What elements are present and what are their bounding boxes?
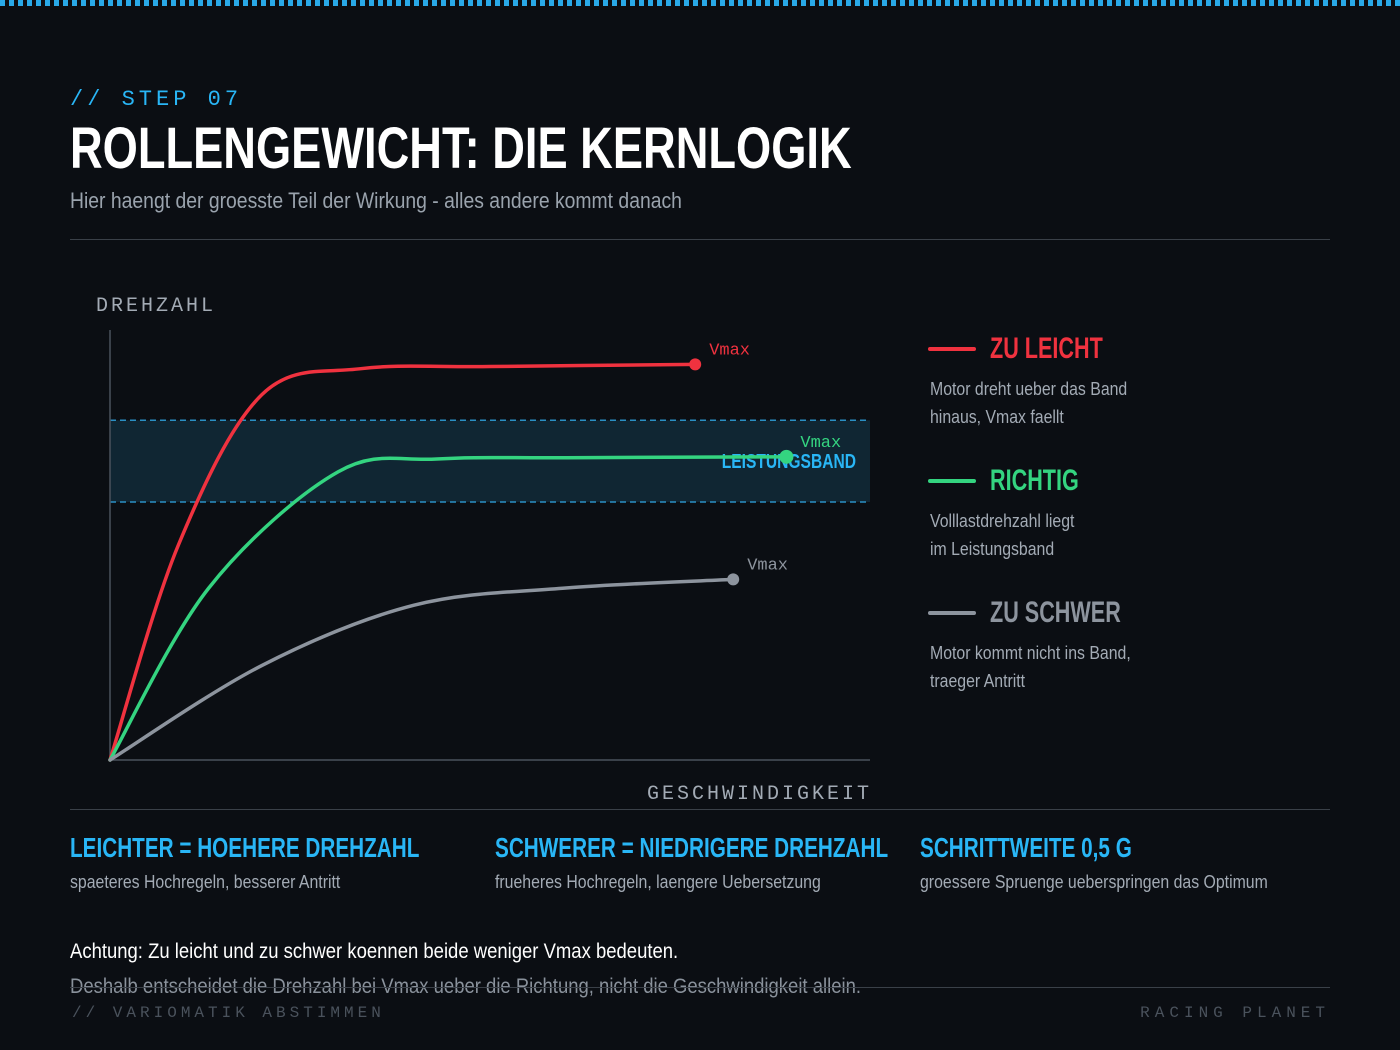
- divider-bottom: [70, 987, 1330, 988]
- rule-title: SCHRITTWEITE 0,5 G: [920, 832, 1132, 863]
- top-dashed-bar: [0, 0, 1400, 6]
- vmax-label: Vmax: [747, 556, 788, 575]
- legend-description: Motor dreht ueber das Band hinaus, Vmax f…: [930, 379, 1128, 427]
- power-band: [110, 420, 870, 502]
- page-title: ROLLENGEWICHT: DIE KERNLOGIK: [70, 116, 852, 181]
- series-line-zu-schwer: [108, 577, 735, 762]
- vmax-label: Vmax: [709, 341, 750, 360]
- footer-brand: RACING PLANET: [1140, 1004, 1330, 1022]
- vmax-point: [779, 449, 794, 464]
- rule-title: SCHWERER = NIEDRIGERE DREHZAHL: [495, 832, 889, 863]
- rule-heavier: SCHWERER = NIEDRIGERE DREHZAHL frueheres…: [495, 832, 1026, 893]
- legend-swatch: [928, 479, 976, 483]
- vmax-label: Vmax: [800, 434, 841, 453]
- rule-title: LEICHTER = HOEHERE DREHZAHL: [70, 832, 420, 863]
- rpm-speed-chart: LEISTUNGSBAND DREHZAHL GESCHWINDIGKEIT V…: [96, 295, 872, 806]
- legend-title: ZU LEICHT: [990, 332, 1103, 365]
- step-label: // STEP 07: [70, 87, 243, 112]
- legend-title: RICHTIG: [990, 464, 1079, 497]
- series-line-richtig: [108, 455, 789, 762]
- series-line-zu-leicht: [108, 362, 697, 762]
- y-axis-label: DREHZAHL: [96, 295, 216, 318]
- legend-title: ZU SCHWER: [990, 596, 1121, 629]
- rule-description: spaeteres Hochregeln, besserer Antritt: [70, 872, 341, 892]
- legend-description: Motor kommt nicht ins Band, traeger Antri…: [930, 643, 1131, 691]
- vmax-point: [727, 573, 740, 586]
- legend-swatch: [928, 347, 976, 351]
- rule-description: groessere Spruenge ueberspringen das Opt…: [920, 872, 1268, 892]
- divider-top: [70, 239, 1330, 240]
- rule-description: frueheres Hochregeln, laengere Uebersetz…: [495, 872, 821, 892]
- footer-left: // VARIOMATIK ABSTIMMEN: [72, 1004, 385, 1022]
- legend-swatch: [928, 611, 976, 615]
- rule-lighter: LEICHTER = HOEHERE DREHZAHL spaeteres Ho…: [70, 832, 542, 893]
- warning-note: Deshalb entscheidet die Drehzahl bei Vma…: [70, 975, 861, 998]
- series-layer: Vmax Vmax Vmax: [108, 341, 841, 762]
- vmax-point: [689, 358, 702, 371]
- x-axis-label: GESCHWINDIGKEIT: [647, 783, 872, 806]
- divider-middle: [70, 809, 1330, 810]
- warning-text: Achtung: Zu leicht und zu schwer koennen…: [70, 940, 679, 963]
- page-subtitle: Hier haengt der groesste Teil der Wirkun…: [70, 188, 682, 213]
- rule-step-size: SCHRITTWEITE 0,5 G groessere Spruenge ue…: [920, 832, 1315, 893]
- legend-description: Volllastdrehzahl liegt im Leistungsband: [930, 511, 1075, 559]
